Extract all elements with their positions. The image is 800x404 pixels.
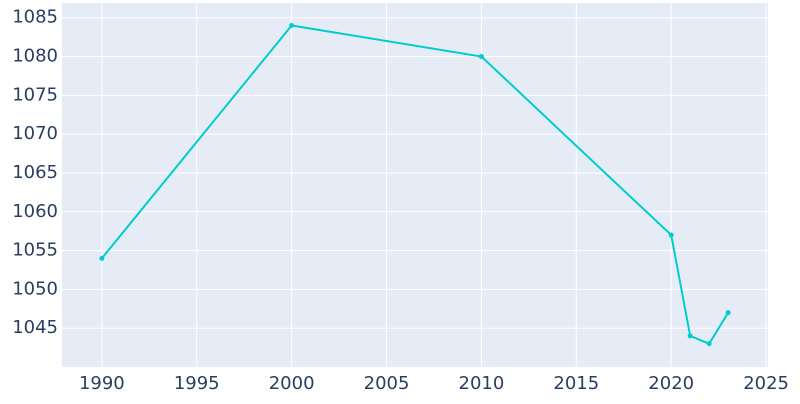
y-tick-label: 1085	[12, 7, 58, 28]
plot-area	[62, 3, 768, 367]
y-tick-label: 1050	[12, 278, 58, 299]
y-tick-label: 1065	[12, 162, 58, 183]
x-tick-label: 2000	[269, 373, 315, 394]
point	[99, 255, 105, 261]
point	[706, 341, 712, 347]
x-tick-label: 2010	[459, 373, 505, 394]
point	[289, 23, 295, 29]
y-tick-label: 1070	[12, 123, 58, 144]
x-tick-label: 2020	[648, 373, 694, 394]
point	[725, 310, 731, 316]
y-tick-label: 1055	[12, 240, 58, 261]
x-tick-label: 2025	[743, 373, 789, 394]
x-tick-label: 1990	[79, 373, 125, 394]
x-tick-label: 1995	[174, 373, 220, 394]
point	[478, 54, 484, 60]
y-tick-label: 1060	[12, 201, 58, 222]
x-tick-label: 2005	[364, 373, 410, 394]
y-tick-label: 1075	[12, 84, 58, 105]
point	[687, 333, 693, 339]
y-tick-label: 1080	[12, 46, 58, 67]
x-tick-label: 2015	[553, 373, 599, 394]
y-tick-label: 1045	[12, 317, 58, 338]
point	[668, 232, 674, 238]
